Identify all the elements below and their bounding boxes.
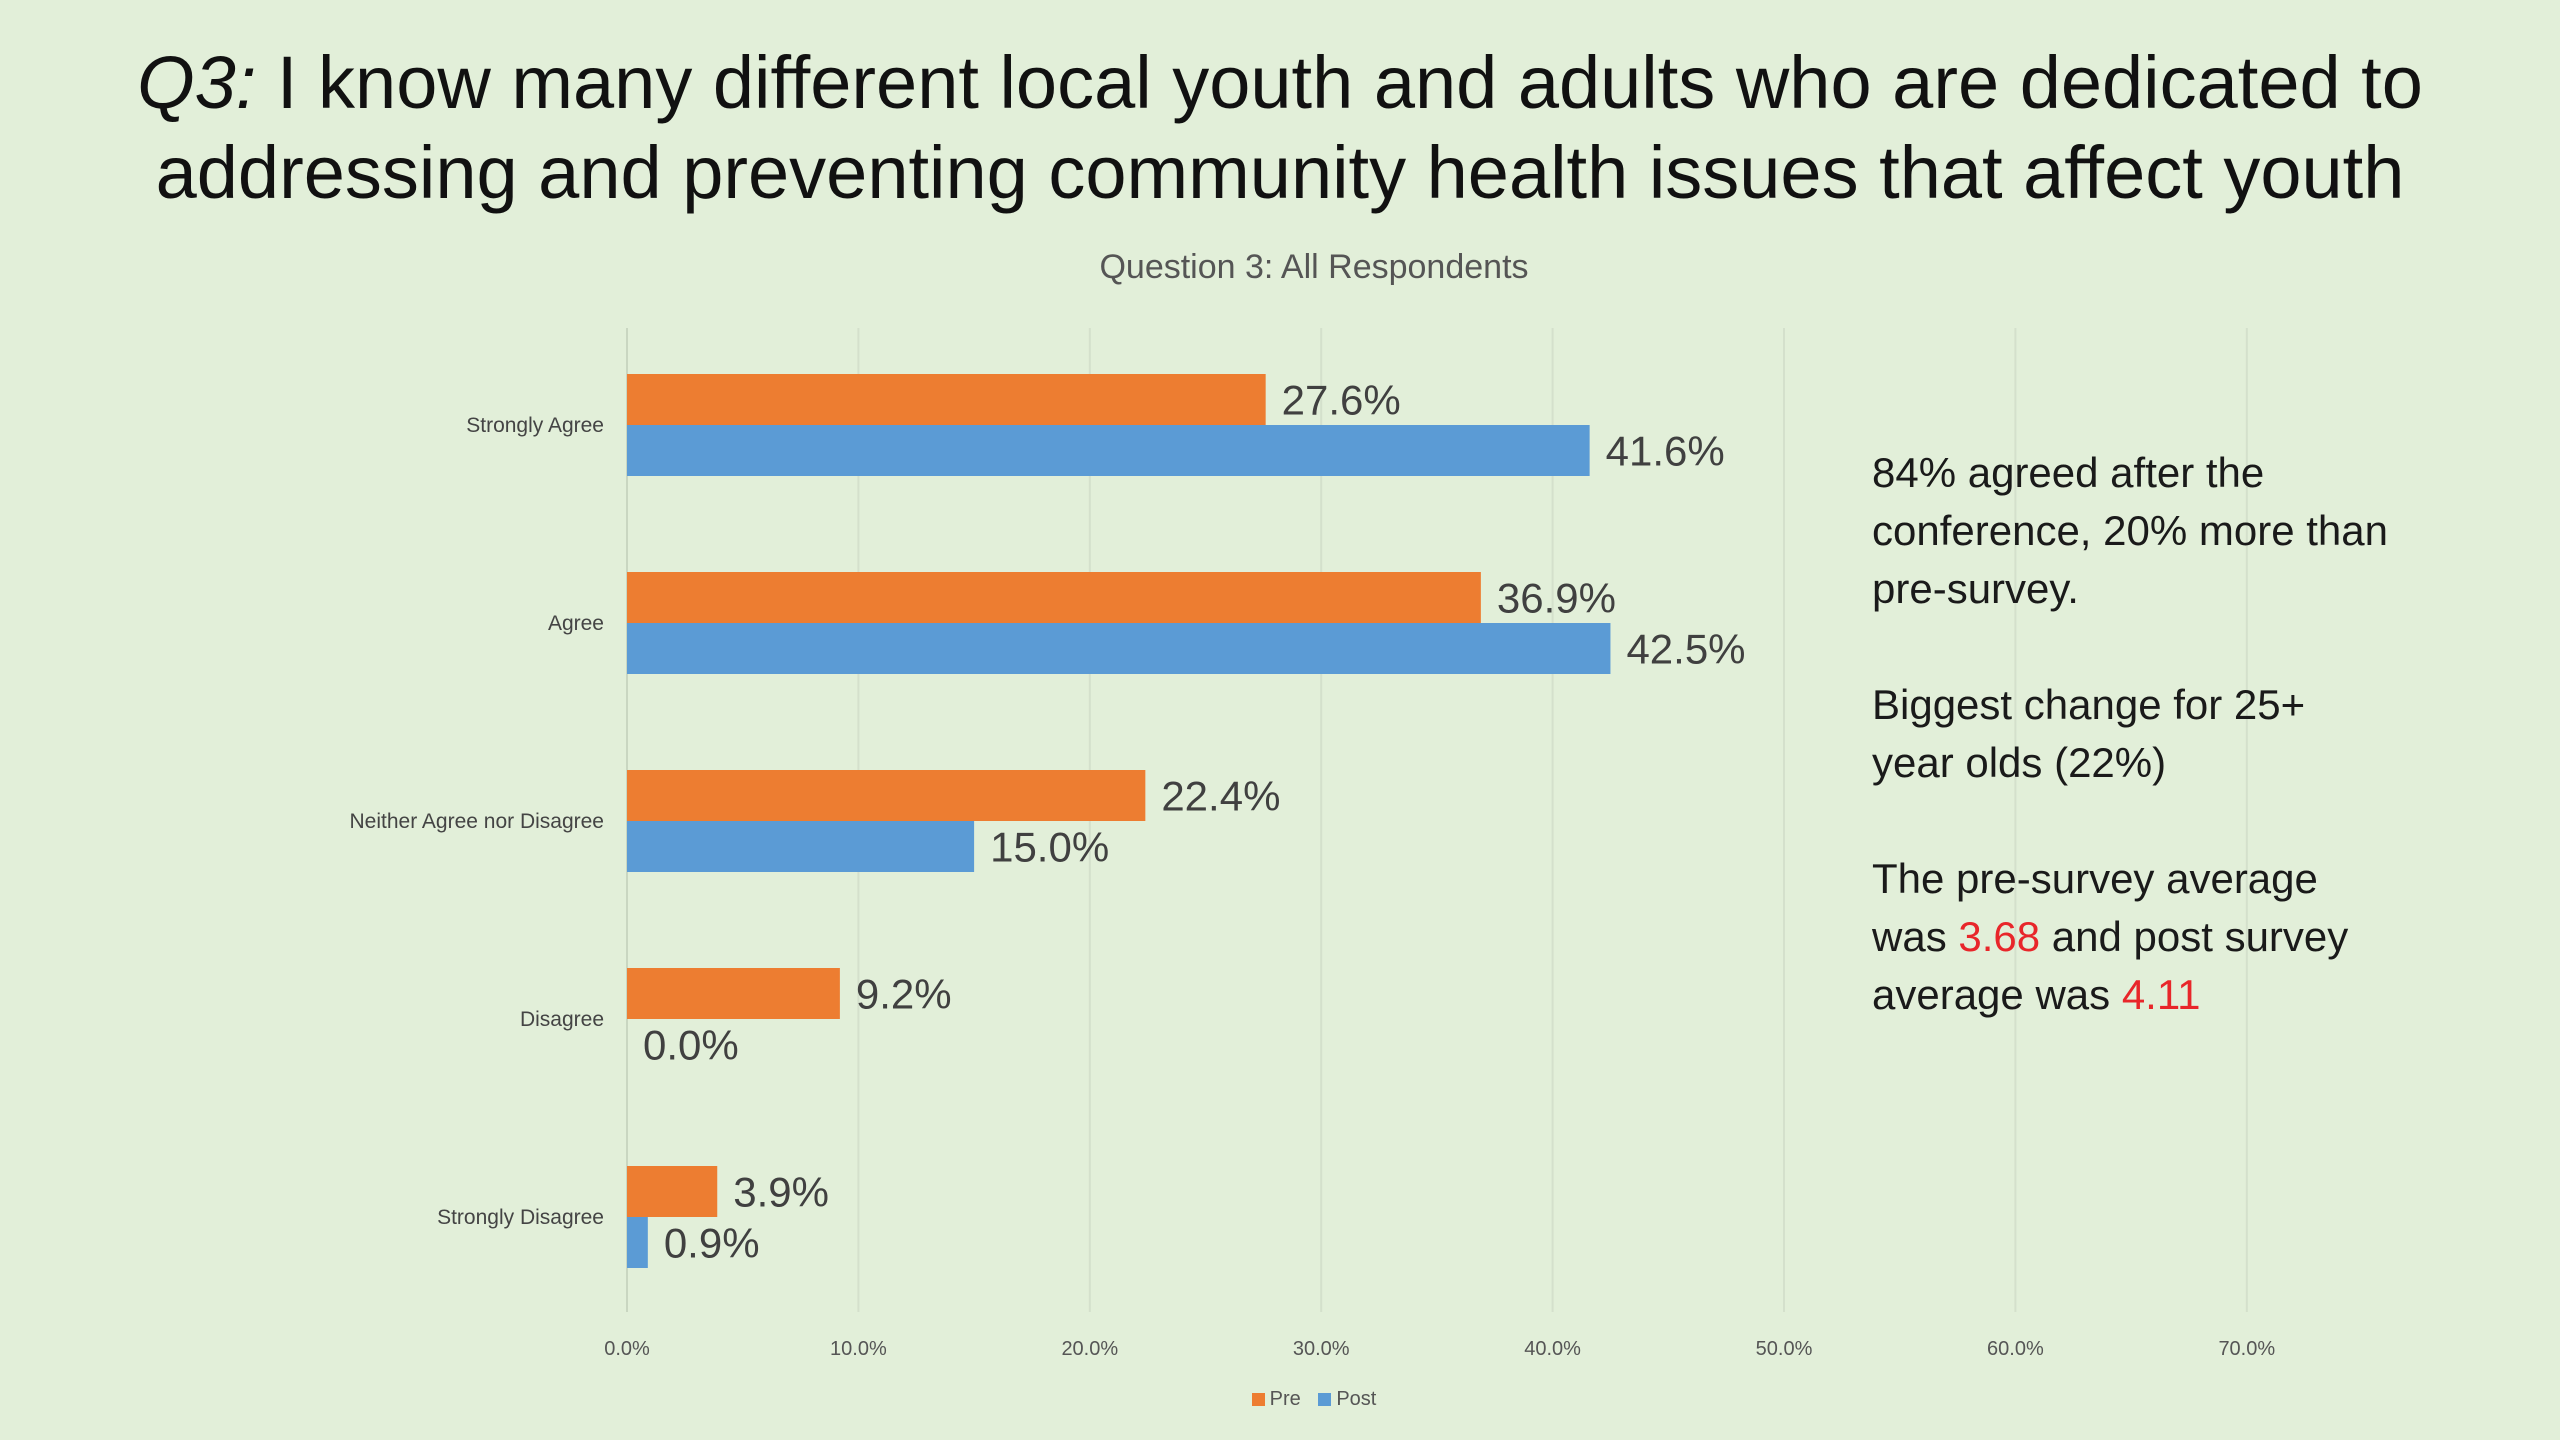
bar-post (627, 623, 1611, 674)
post-average-value: 4.11 (2121, 971, 2201, 1018)
legend-swatch-post (1318, 1393, 1332, 1406)
x-tick-label: 60.0% (1987, 1338, 2044, 1360)
note-avg-text-1: The pre-survey average was (1872, 855, 2318, 960)
category-label: Strongly Agree (466, 414, 604, 437)
data-label-post: 42.5% (1626, 626, 1745, 673)
bar-pre (627, 572, 1481, 623)
data-label-pre: 3.9% (733, 1169, 829, 1216)
chart-title: Question 3: All Respondents (1099, 248, 1529, 286)
bar-post (627, 1217, 648, 1268)
title-question-text: I know many different local youth and ad… (155, 41, 2423, 214)
bar-pre (627, 1166, 718, 1217)
data-label-pre: 9.2% (856, 971, 952, 1018)
x-tick-label: 50.0% (1756, 1338, 1813, 1360)
data-label-pre: 36.9% (1497, 575, 1616, 622)
x-tick-label: 40.0% (1524, 1338, 1581, 1360)
data-label-post: 0.9% (664, 1220, 760, 1267)
data-label-pre: 27.6% (1282, 377, 1401, 424)
title-question-number: Q3: (137, 41, 257, 124)
slide-title: Q3: I know many different local youth an… (0, 38, 2560, 218)
data-label-post: 41.6% (1606, 428, 1725, 475)
legend-label-post: Post (1336, 1388, 1377, 1410)
category-label: Agree (548, 612, 604, 635)
summary-notes: 84% agreed after the conference, 20% mor… (1872, 444, 2392, 1082)
data-label-pre: 22.4% (1161, 773, 1280, 820)
x-tick-label: 10.0% (830, 1338, 887, 1360)
legend-item-pre: Pre (1251, 1388, 1301, 1411)
data-label-post: 15.0% (990, 824, 1109, 871)
x-tick-label: 70.0% (2218, 1338, 2275, 1360)
note-averages: The pre-survey average was 3.68 and post… (1872, 850, 2392, 1024)
note-agreement: 84% agreed after the conference, 20% mor… (1872, 449, 2388, 612)
pre-average-value: 3.68 (1958, 913, 2041, 960)
legend-swatch-pre (1251, 1393, 1265, 1406)
data-label-post: 0.0% (643, 1022, 739, 1069)
x-tick-label: 20.0% (1061, 1338, 1118, 1360)
chart-legend: Pre Post (0, 1388, 2560, 1411)
bar-pre (627, 374, 1266, 425)
category-label: Disagree (520, 1008, 604, 1031)
x-tick-label: 30.0% (1293, 1338, 1350, 1360)
legend-item-post: Post (1318, 1388, 1376, 1411)
bar-pre (627, 968, 840, 1019)
bar-post (627, 821, 975, 872)
category-label: Strongly Disagree (437, 1206, 604, 1229)
note-biggest-change: Biggest change for 25+ year olds (22%) (1872, 681, 2306, 786)
bar-pre (627, 770, 1146, 821)
x-tick-label: 0.0% (604, 1338, 650, 1360)
bar-post (627, 425, 1590, 476)
category-label: Neither Agree nor Disagree (350, 810, 604, 833)
legend-label-pre: Pre (1269, 1388, 1301, 1410)
note-avg-text-2: and post survey average was (1872, 913, 2349, 1018)
